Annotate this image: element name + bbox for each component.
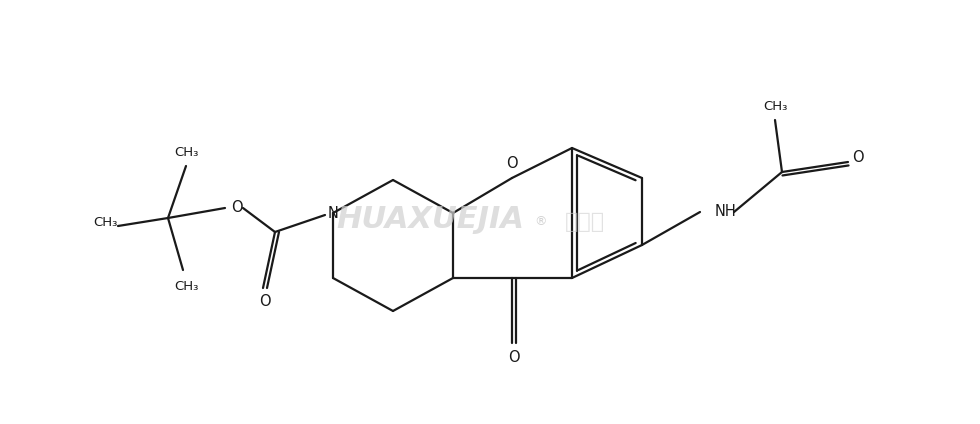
Text: O: O [507, 156, 517, 171]
Text: CH₃: CH₃ [762, 100, 787, 112]
Text: ®: ® [534, 215, 546, 229]
Text: O: O [853, 151, 863, 165]
Text: O: O [259, 295, 270, 310]
Text: CH₃: CH₃ [173, 279, 198, 293]
Text: N: N [327, 206, 338, 220]
Text: O: O [509, 351, 519, 365]
Text: O: O [231, 201, 243, 215]
Text: HUAXUEJIA: HUAXUEJIA [336, 206, 524, 234]
Text: CH₃: CH₃ [93, 217, 118, 229]
Text: CH₃: CH₃ [173, 145, 198, 159]
Text: 化学加: 化学加 [564, 212, 605, 232]
Text: NH: NH [715, 204, 737, 220]
